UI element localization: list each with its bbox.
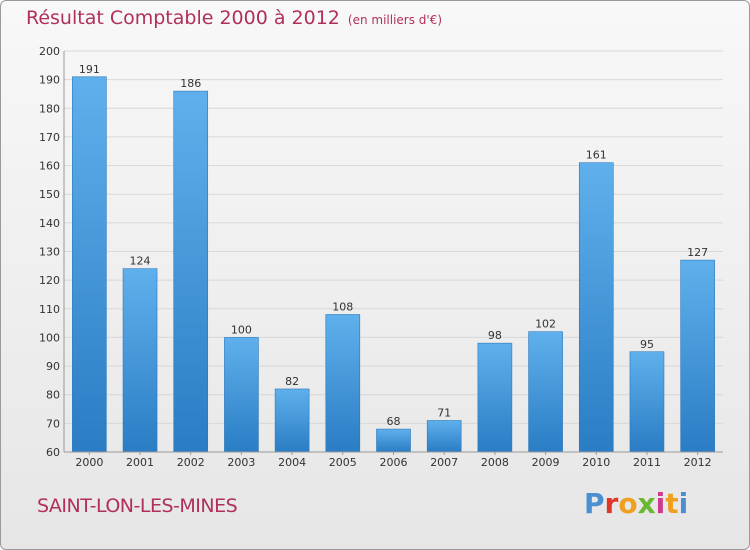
x-tick-label-2010: 2010 [582,456,610,469]
gridlines [64,50,723,453]
y-tick-label: 120 [39,274,60,287]
x-tick-label-2000: 2000 [75,456,103,469]
bar-2002 [173,90,209,453]
x-tick-label-2002: 2002 [177,456,205,469]
data-label-2001: 124 [130,255,151,268]
logo-letter: x [637,487,656,520]
y-tick-label: 130 [39,246,60,259]
logo-letter: i [655,487,666,520]
bar-2008 [477,342,513,453]
data-label-2008: 98 [488,329,502,342]
logo-letter: o [618,487,638,520]
data-label-2003: 100 [231,323,252,336]
x-tick-label-2012: 2012 [684,456,712,469]
y-tick-label: 190 [39,74,60,87]
x-tick-label-2009: 2009 [532,456,560,469]
bar-2010 [578,162,614,453]
y-tick-label: 150 [39,188,60,201]
bar-2001 [122,268,158,453]
chart-subtitle: (en milliers d'€) [347,13,443,27]
y-tick-label: 80 [46,389,60,402]
bar-2011 [629,351,665,453]
data-label-2010: 161 [586,149,607,162]
y-tick-label: 90 [46,360,60,373]
x-tick-label-2011: 2011 [633,456,661,469]
bar-2003 [224,337,259,453]
data-label-2009: 102 [535,318,556,331]
logo-letter: t [665,487,679,520]
y-tick-label: 170 [39,131,60,144]
data-label-2007: 71 [437,406,451,419]
x-tick-label-2006: 2006 [380,456,408,469]
logo-letter: i [678,487,689,520]
bars: 191 124 186 100 82 108 68 71 98 102 161 95 127 [72,63,715,453]
logo-letter: r [604,487,619,520]
bar-2005 [325,314,361,453]
data-label-2005: 108 [332,301,353,314]
place-name: SAINT-LON-LES-MINES [37,495,238,517]
bar-2006 [376,428,411,453]
bar-2004 [274,388,310,453]
x-tick-label-2004: 2004 [278,456,306,469]
y-tick-label: 200 [39,45,60,58]
x-tick-label-2001: 2001 [126,456,154,469]
y-tick-label: 100 [39,331,60,344]
y-axis: 60 70 80 90 100 110 120 130 140 150 160 170 180 190 20… [39,45,65,459]
data-label-2004: 82 [285,375,299,388]
data-label-2006: 68 [387,415,401,428]
bar-2009 [528,331,563,453]
x-tick-label-2005: 2005 [329,456,357,469]
y-tick-label: 160 [39,160,60,173]
chart-title: Résultat Comptable 2000 à 2012 (en millie… [26,7,442,29]
data-label-2011: 95 [640,338,654,351]
bar-2012 [680,259,715,453]
x-tick-label-2007: 2007 [430,456,458,469]
bar-2007 [426,420,462,453]
bar-2000 [72,76,107,453]
data-label-2002: 186 [180,77,201,90]
data-label-2012: 127 [687,246,708,259]
x-axis: 2000 2001 2002 2003 2004 2005 2006 2007 2008 2009… [64,451,723,469]
data-label-2000: 191 [79,63,100,76]
chart-title-text: Résultat Comptable 2000 à 2012 [26,7,340,29]
y-tick-label: 110 [39,303,60,316]
logo-letter: P [584,487,605,520]
y-tick-label: 60 [46,446,60,459]
proxiti-logo: Proxiti [584,487,688,520]
y-tick-label: 180 [39,102,60,115]
y-tick-label: 140 [39,217,60,230]
x-tick-label-2003: 2003 [227,456,255,469]
y-tick-label: 70 [46,417,60,430]
x-tick-label-2008: 2008 [481,456,509,469]
